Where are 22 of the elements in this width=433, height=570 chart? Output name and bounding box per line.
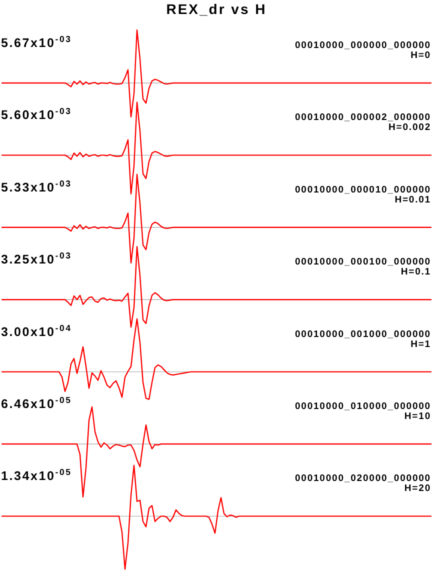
annotation: H=0.01 xyxy=(394,194,431,206)
annotation: H=20 xyxy=(404,483,431,494)
annotation: 3.00x10$^{-04}$ xyxy=(1,322,72,339)
annotation: 5.33x10$^{-03}$ xyxy=(1,178,72,194)
annotation: 00010000_010000_000000 xyxy=(294,401,431,412)
annotation: 00010000_001000_000000 xyxy=(294,328,431,340)
annotation: H=10 xyxy=(404,411,431,422)
annotation: 3.25x10$^{-03}$ xyxy=(1,250,72,267)
chart-title: REX_dr vs H xyxy=(166,1,267,17)
annotation: 00010000_020000_000000 xyxy=(294,473,431,484)
annotation: 00010000_000002_000000 xyxy=(294,112,431,124)
annotation: H=0 xyxy=(410,50,431,61)
annotation: 00010000_000100_000000 xyxy=(294,256,431,268)
annotation: 5.60x10$^{-03}$ xyxy=(1,106,72,122)
annotation: H=1 xyxy=(410,338,431,350)
annotation: 6.46x10$^{-05}$ xyxy=(1,395,72,411)
annotation: 00010000_000010_000000 xyxy=(294,184,431,196)
annotation: H=0.002 xyxy=(388,122,431,134)
annotation: 5.67x10$^{-03}$ xyxy=(1,34,72,50)
annotation: 00010000_000000_000000 xyxy=(294,40,431,51)
annotation: H=0.1 xyxy=(400,266,431,278)
annotation: 1.34x10$^{-05}$ xyxy=(1,467,72,484)
